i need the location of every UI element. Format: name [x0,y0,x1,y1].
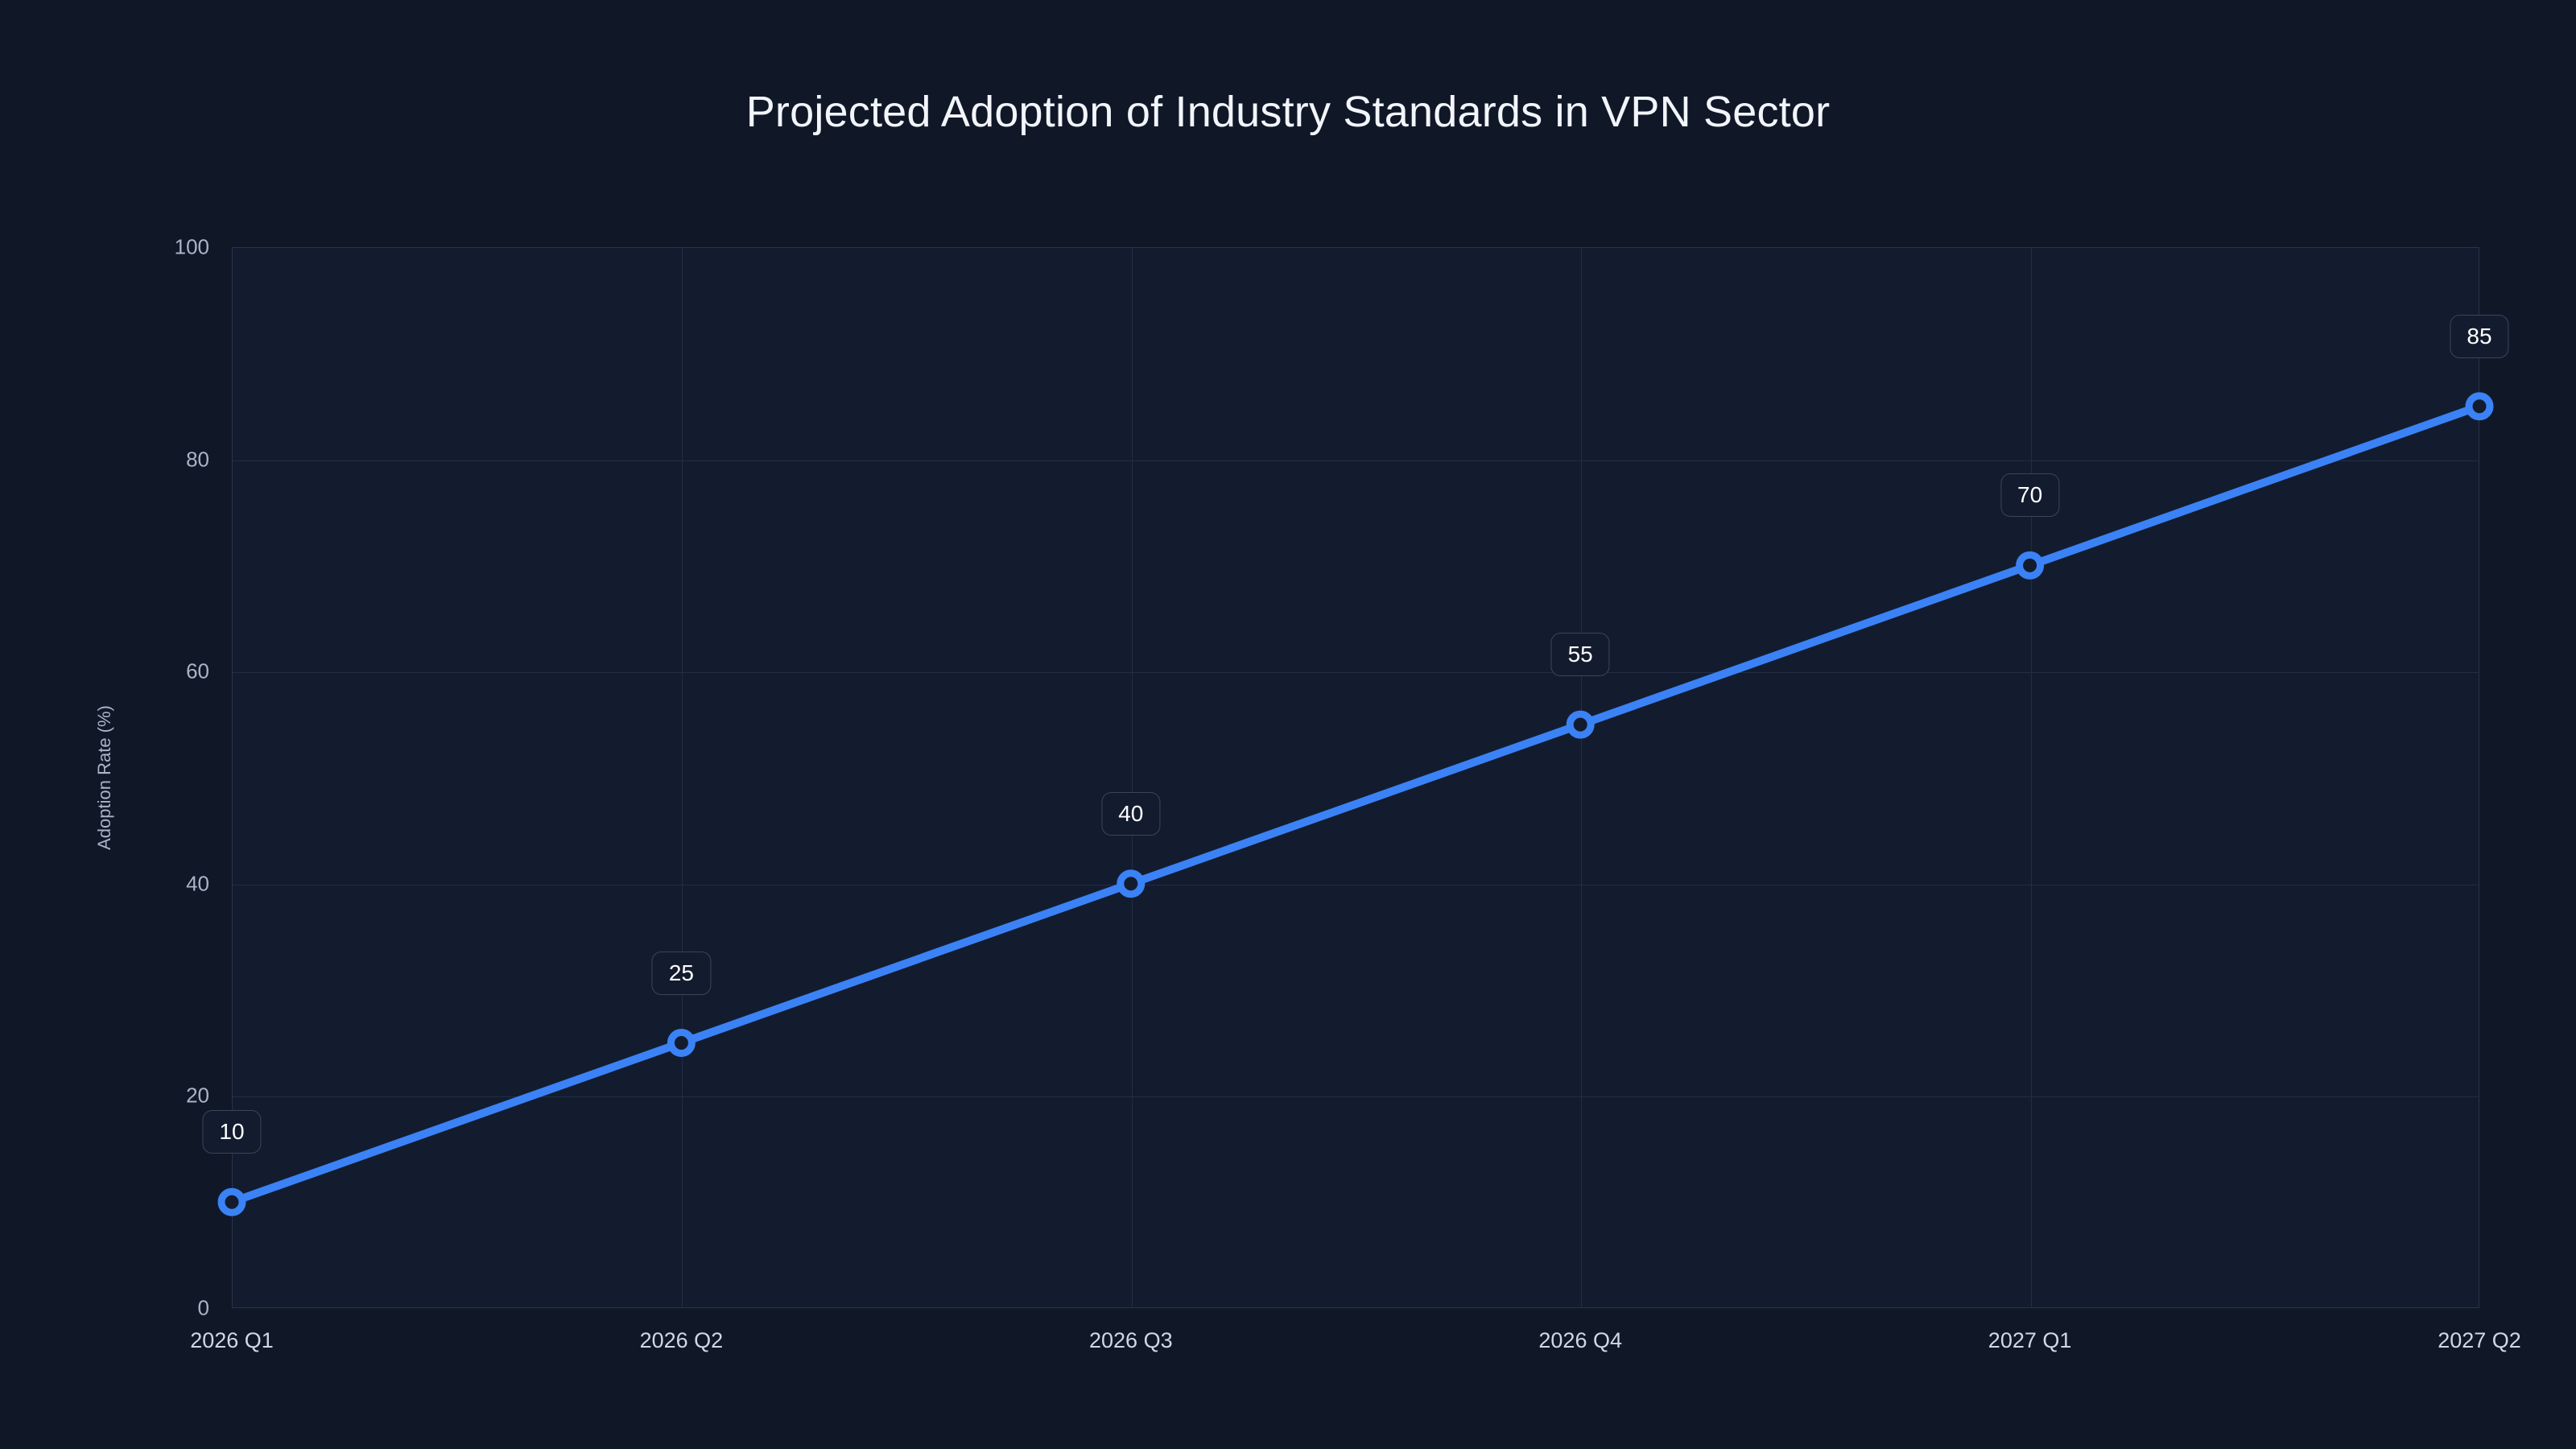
series-line-and-markers [217,392,2494,1216]
series-marker [1117,869,1146,898]
chart-title: Projected Adoption of Industry Standards… [745,88,1831,136]
plot-area [232,247,2479,1308]
y-axis-tick-label: 60 [186,658,209,683]
series-marker [2016,551,2045,580]
series-marker [667,1029,696,1057]
y-axis-tick-label: 20 [186,1083,209,1108]
x-axis-tick-label: 2026 Q3 [1089,1328,1173,1352]
data-point-value-label: 85 [2450,314,2509,358]
data-point-value-label: 40 [1101,791,1161,836]
grid-line-horizontal [233,672,2479,674]
series-marker [217,1187,246,1216]
grid-line-vertical [682,248,683,1307]
x-axis-tick-label: 2026 Q2 [639,1328,724,1352]
y-axis-tick-label: 100 [174,234,209,259]
x-axis-tick-label: 2026 Q4 [1538,1328,1622,1352]
grid-line-horizontal [233,884,2479,886]
x-axis-tick-label: 2027 Q1 [1988,1328,2072,1352]
data-point-value-label: 25 [651,951,711,995]
data-point-value-label: 70 [2000,473,2060,518]
series-marker [2465,392,2494,421]
x-axis-tick-label: 2027 Q2 [2438,1328,2521,1352]
series-marker [1566,710,1595,739]
grid-line-vertical [2030,248,2032,1307]
grid-line-horizontal [233,460,2479,461]
x-axis-tick-label: 2026 Q1 [190,1328,274,1352]
data-point-value-label: 55 [1550,633,1610,677]
series-line [228,402,2483,1207]
grid-line-horizontal [233,1096,2479,1098]
grid-line-vertical [1131,248,1133,1307]
y-axis-title: Adoption Rate (%) [94,705,114,850]
data-point-value-label: 10 [202,1110,262,1154]
y-axis-tick-label: 40 [186,871,209,896]
y-axis-tick-label: 80 [186,447,209,472]
series-markers [217,392,2494,1216]
y-axis-tick-label: 0 [197,1295,209,1320]
grid-line-vertical [1581,248,1583,1307]
